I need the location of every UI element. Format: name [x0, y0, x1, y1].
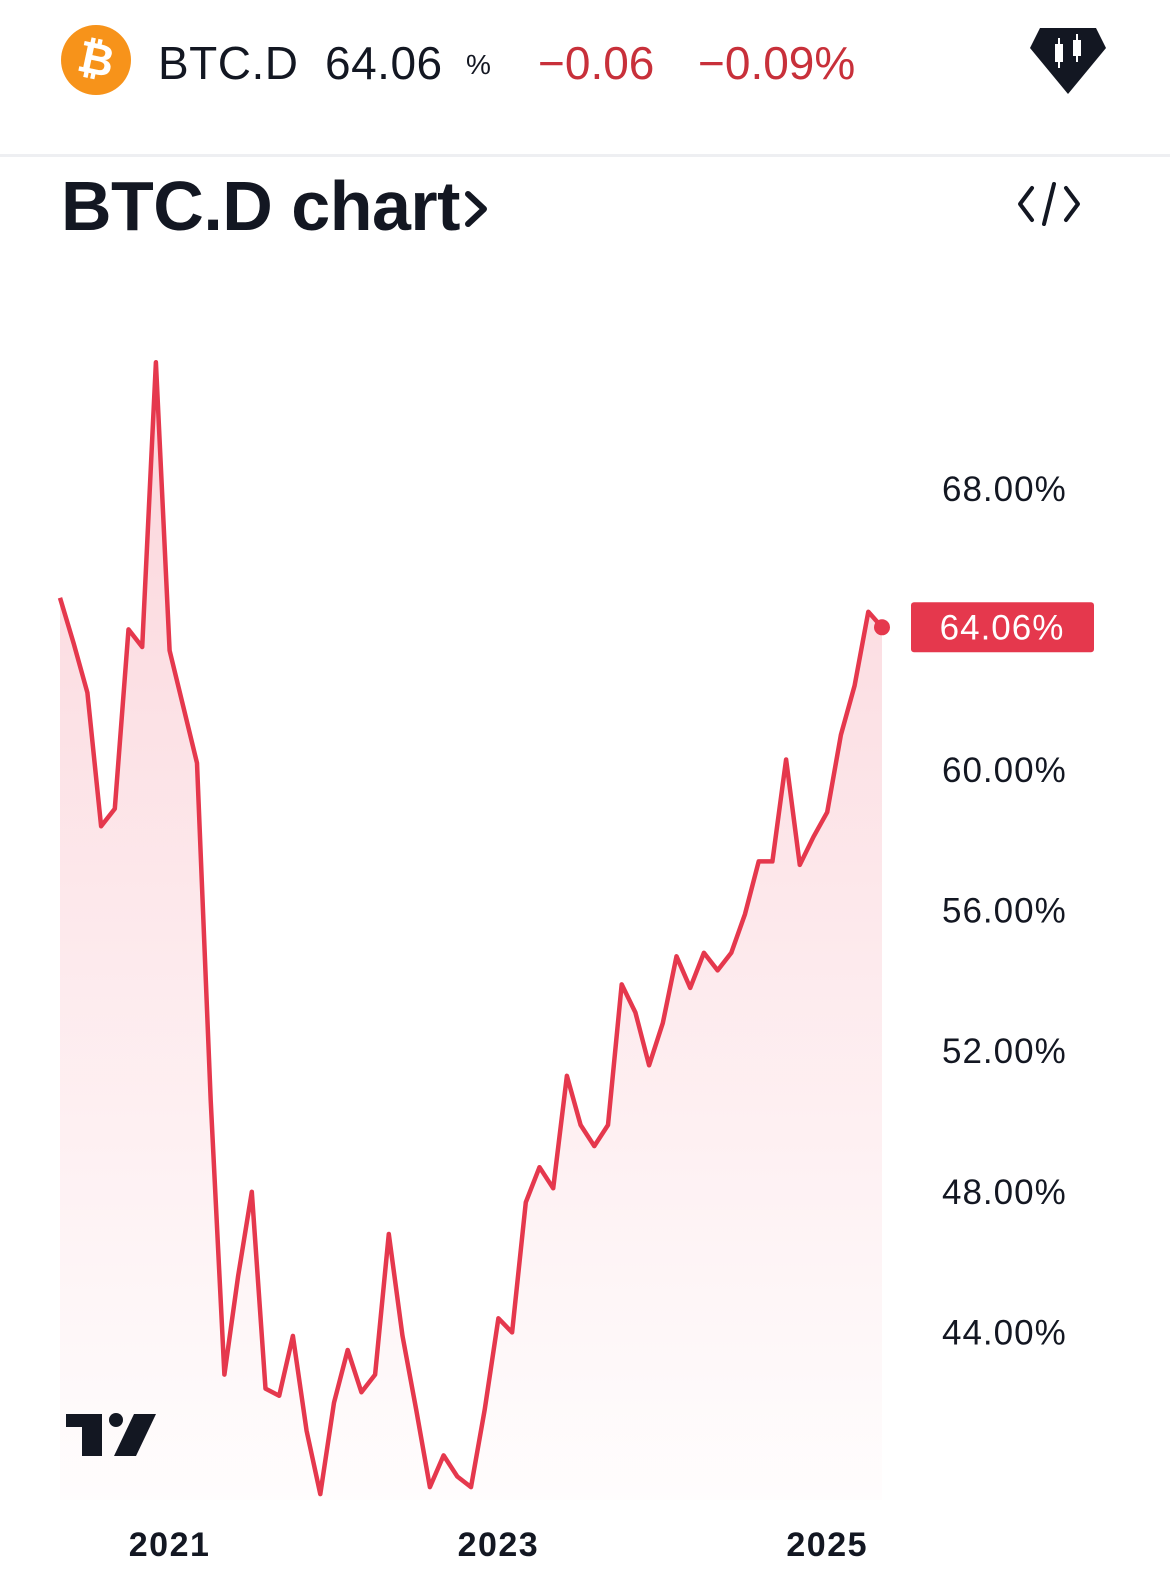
price-change-percent: −0.09%	[698, 37, 856, 89]
y-tick-label: 68.00%	[942, 470, 1067, 509]
code-embed-icon[interactable]	[1016, 180, 1082, 228]
last-price-badge	[911, 602, 1094, 653]
y-tick-label: 52.00%	[942, 1032, 1067, 1071]
x-tick-label: 2025	[786, 1526, 868, 1564]
x-tick-label: 2023	[458, 1526, 540, 1564]
symbol-label: BTC.D	[158, 37, 299, 89]
tradingview-logo-icon	[66, 1413, 156, 1456]
y-tick-label: 48.00%	[942, 1173, 1067, 1212]
bitcoin-icon: ₿	[61, 25, 131, 95]
chart-canvas[interactable]: 68.00% 60.00% 56.00% 52.00% 48.00% 44.00% 202…	[0, 250, 1170, 1569]
tradingview-candles-icon[interactable]	[1028, 24, 1108, 96]
btc-dominance-chart[interactable]: 68.00% 60.00% 56.00% 52.00% 48.00% 44.00% 202…	[0, 250, 1170, 1569]
x-tick-label: 2021	[129, 1526, 211, 1564]
y-tick-label: 44.00%	[942, 1313, 1067, 1352]
chart-section-title[interactable]: BTC.D chart	[61, 167, 460, 245]
price-change: −0.06	[538, 37, 655, 89]
price-value: 64.06	[325, 37, 443, 89]
y-tick-label: 56.00%	[942, 892, 1067, 931]
price-unit: %	[466, 49, 491, 80]
last-price-badge-label: 64.06%	[940, 608, 1065, 647]
last-value-point	[874, 619, 890, 636]
chevron-right-icon[interactable]	[456, 184, 496, 234]
ticker-header: ₿ BTC.D 64.06 % −0.06 −0.09%	[0, 0, 1170, 157]
series-area-fill	[60, 362, 882, 1500]
y-tick-label: 60.00%	[942, 751, 1067, 790]
